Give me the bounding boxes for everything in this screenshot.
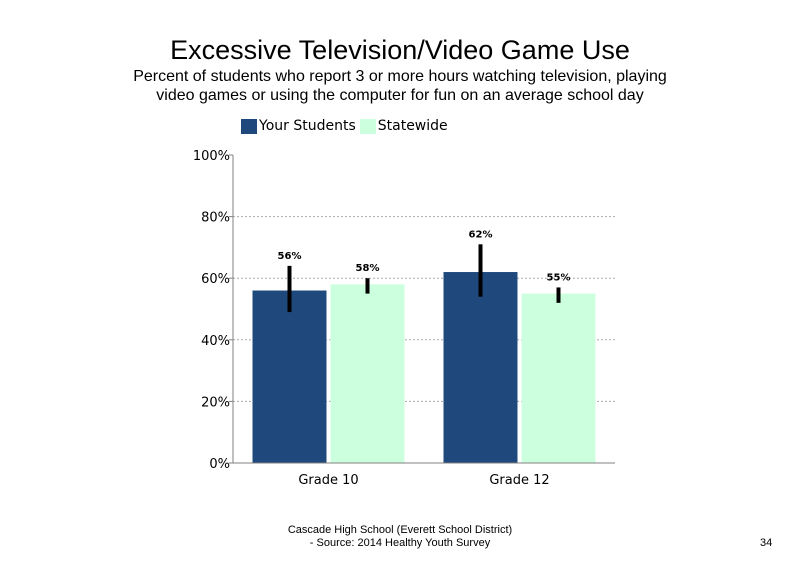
y-tick-label: 0% bbox=[209, 457, 230, 472]
x-tick-label: Grade 12 bbox=[489, 473, 549, 488]
bars: 56% 58% 62% 55% bbox=[252, 229, 596, 463]
data-label: 55% bbox=[547, 272, 571, 283]
legend-item-statewide: Statewide bbox=[359, 118, 448, 134]
y-tick-label: 100% bbox=[193, 149, 230, 164]
legend-swatch-your-students bbox=[241, 118, 257, 134]
legend-label-your-students: Your Students bbox=[259, 118, 356, 134]
y-tick-label: 20% bbox=[201, 395, 230, 410]
footer-source: - Source: 2014 Healthy Youth Survey bbox=[309, 537, 491, 549]
bar bbox=[252, 290, 327, 463]
bar bbox=[330, 284, 405, 463]
page-number: 34 bbox=[760, 537, 773, 549]
legend-item-your-students: Your Students bbox=[241, 118, 356, 134]
bar bbox=[443, 272, 518, 463]
footer: Cascade High School (Everett School Dist… bbox=[200, 524, 600, 550]
data-label: 62% bbox=[469, 229, 493, 240]
chart-subtitle: Percent of students who report 3 or more… bbox=[133, 68, 667, 104]
y-tick-label: 60% bbox=[201, 272, 230, 287]
footer-school: Cascade High School (Everett School Dist… bbox=[287, 524, 513, 536]
legend-swatch-statewide bbox=[359, 118, 376, 134]
bar bbox=[521, 293, 596, 463]
y-tick-label: 80% bbox=[201, 211, 230, 226]
x-tick-label: Grade 10 bbox=[298, 473, 358, 488]
x-axis: Grade 10 Grade 12 bbox=[233, 462, 615, 488]
data-label: 58% bbox=[356, 263, 380, 274]
legend: Your Students Statewide bbox=[241, 118, 452, 134]
y-axis: 0% 20% 40% 60% 80% 100% bbox=[193, 149, 234, 472]
y-tick-label: 40% bbox=[201, 334, 230, 349]
chart-title: Excessive Television/Video Game Use bbox=[170, 35, 630, 65]
data-label: 56% bbox=[278, 251, 302, 262]
legend-label-statewide: Statewide bbox=[377, 118, 448, 134]
